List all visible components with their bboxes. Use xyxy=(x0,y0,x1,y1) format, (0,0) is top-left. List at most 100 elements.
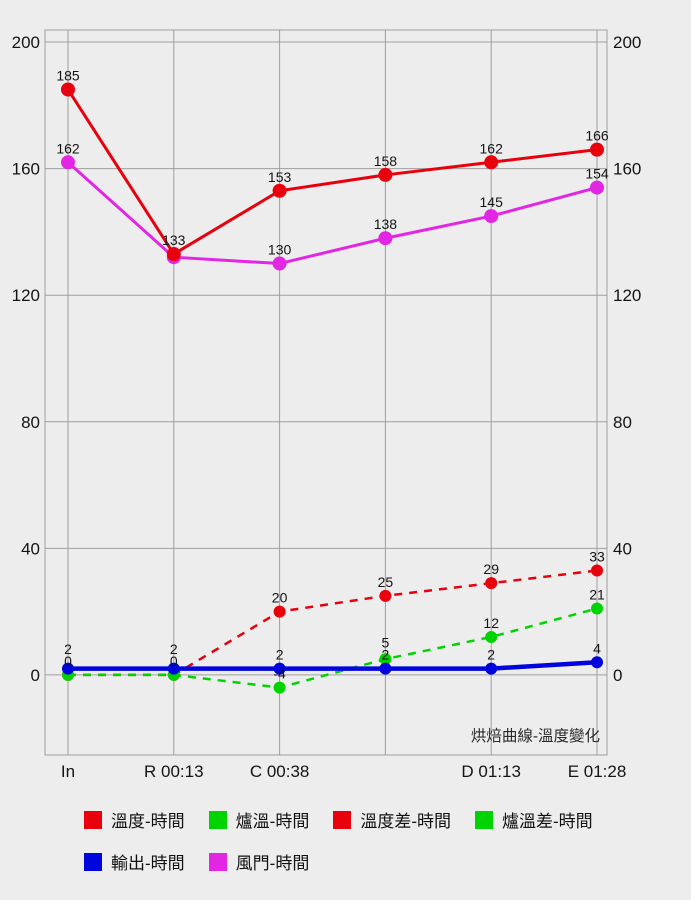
plot-border xyxy=(44,29,608,756)
data-point-marker xyxy=(379,589,392,602)
data-point-label: 153 xyxy=(268,169,292,185)
legend-swatch-icon xyxy=(208,852,227,871)
data-point-marker xyxy=(272,183,287,198)
roast-curve-chart: 0216218502133-42201301532525138158212291… xyxy=(12,29,642,781)
data-point-label: 162 xyxy=(480,140,504,156)
x-axis-tick-label: C 00:38 xyxy=(250,762,310,781)
chart-legend: 溫度-時間 爐溫-時間 溫度差-時間 爐溫差-時間輸出-時間 風門-時間 xyxy=(0,793,691,874)
legend-item-溫度差-時間: 溫度差-時間 xyxy=(333,807,451,832)
legend-label: 風門-時間 xyxy=(235,854,310,873)
y-axis-tick-label-right: 160 xyxy=(613,160,641,179)
data-point-marker xyxy=(484,209,499,224)
legend-item-爐溫-時間: 爐溫-時間 xyxy=(208,807,310,832)
series-line xyxy=(66,161,598,266)
data-point-label: 162 xyxy=(56,140,80,156)
legend-swatch-icon xyxy=(333,810,352,829)
data-point-marker xyxy=(378,167,393,182)
data-point-marker xyxy=(590,142,604,157)
grid-layer xyxy=(44,29,608,756)
data-point-marker xyxy=(379,653,392,666)
y-axis-tick-label-right: 40 xyxy=(613,539,632,558)
data-point-marker xyxy=(484,155,499,170)
data-point-marker xyxy=(61,82,75,97)
data-point-marker xyxy=(378,231,393,246)
y-axis-tick-label-left: 120 xyxy=(12,286,40,305)
data-point-marker xyxy=(62,662,74,675)
y-axis-tick-label-left: 80 xyxy=(21,413,40,432)
data-point-label: 33 xyxy=(589,549,605,565)
data-point-label: 2 xyxy=(276,647,284,663)
data-point-label: 20 xyxy=(272,590,288,606)
data-point-label: 2 xyxy=(64,641,72,657)
legend-label: 爐溫差-時間 xyxy=(502,812,593,831)
series-line xyxy=(68,660,598,671)
y-axis-tick-label-right: 200 xyxy=(613,33,641,52)
y-axis-tick-label-right: 0 xyxy=(613,666,622,685)
legend-label: 爐溫-時間 xyxy=(235,812,310,831)
x-axis-tick-label: D 01:13 xyxy=(461,762,521,781)
legend-label: 溫度差-時間 xyxy=(360,812,452,831)
data-point-label: 2 xyxy=(487,647,495,663)
y-axis-tick-label-left: 160 xyxy=(12,160,40,179)
data-point-marker xyxy=(167,662,180,675)
legend-row: 溫度-時間 爐溫-時間 溫度差-時間 爐溫差-時間 xyxy=(84,807,691,832)
data-point-marker xyxy=(590,180,604,195)
legend-item-爐溫差-時間: 爐溫差-時間 xyxy=(475,807,593,832)
point-label-layer: 0216218502133-42201301532525138158212291… xyxy=(56,67,609,681)
data-point-label: 154 xyxy=(585,166,609,182)
legend-swatch-icon xyxy=(84,852,102,871)
data-point-marker xyxy=(485,577,498,590)
legend-row: 輸出-時間 風門-時間 xyxy=(84,849,691,874)
series-line xyxy=(68,607,598,689)
legend-swatch-icon xyxy=(475,810,494,829)
data-point-label: 4 xyxy=(593,640,601,656)
series-layer xyxy=(61,82,604,694)
y-axis-tick-label-right: 120 xyxy=(613,286,641,305)
data-point-label: 133 xyxy=(162,232,186,248)
data-point-marker xyxy=(166,247,181,262)
data-point-marker xyxy=(485,630,498,643)
y-axis-tick-label-left: 40 xyxy=(21,539,40,558)
data-point-label: 130 xyxy=(268,242,292,258)
data-point-label: 2 xyxy=(170,641,178,657)
legend-label: 輸出-時間 xyxy=(111,854,185,873)
data-point-marker xyxy=(273,681,286,694)
data-point-label: 5 xyxy=(382,635,390,651)
data-point-label: 0 xyxy=(64,653,72,669)
data-point-marker xyxy=(379,662,392,675)
data-point-marker xyxy=(591,564,603,577)
data-point-label: 166 xyxy=(585,128,609,144)
series-line xyxy=(68,569,598,677)
data-point-marker xyxy=(485,662,498,675)
data-point-marker xyxy=(61,155,75,170)
data-point-marker xyxy=(272,256,287,271)
legend-swatch-icon xyxy=(84,810,102,829)
chart-title: 烘焙曲線-溫度變化 xyxy=(471,727,600,745)
data-point-label: -4 xyxy=(273,666,286,682)
y-axis-tick-label-right: 80 xyxy=(613,413,632,432)
data-point-label: 158 xyxy=(374,153,398,169)
y-axis-tick-label-left: 0 xyxy=(31,666,40,685)
data-point-label: 2 xyxy=(382,647,390,663)
data-point-label: 145 xyxy=(480,194,504,210)
data-point-label: 21 xyxy=(589,586,605,602)
data-point-label: 138 xyxy=(374,216,398,232)
legend-item-輸出-時間: 輸出-時間 xyxy=(84,849,185,874)
data-point-label: 25 xyxy=(378,574,394,590)
data-point-label: 185 xyxy=(56,67,80,83)
legend-item-風門-時間: 風門-時間 xyxy=(208,849,310,874)
legend-swatch-icon xyxy=(208,810,227,829)
data-point-label: 12 xyxy=(483,615,499,631)
x-axis-tick-label: R 00:13 xyxy=(144,762,204,781)
legend-label: 溫度-時間 xyxy=(111,812,185,831)
series-line xyxy=(66,88,598,257)
data-point-label: 29 xyxy=(483,561,499,577)
y-axis-tick-label-left: 200 xyxy=(12,33,40,52)
data-point-label: 0 xyxy=(170,653,178,669)
data-point-marker xyxy=(591,602,603,615)
data-point-marker xyxy=(273,605,286,618)
legend-item-溫度-時間: 溫度-時間 xyxy=(84,807,185,832)
x-axis-tick-label: In xyxy=(61,762,75,781)
